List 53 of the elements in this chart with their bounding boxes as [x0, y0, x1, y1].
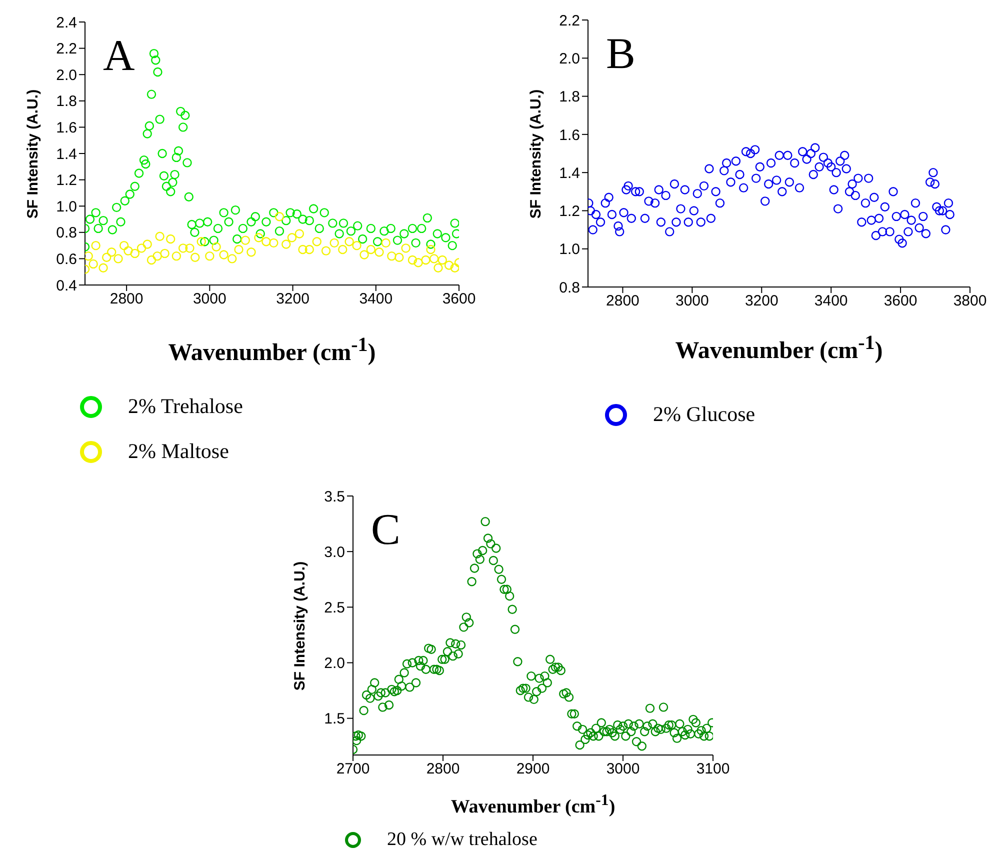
y-tick-label: 2.5	[324, 599, 345, 616]
x-tick-label: 2800	[606, 292, 640, 310]
x-tick-label: 3000	[675, 292, 709, 310]
y-tick-label: 1.8	[56, 93, 77, 110]
x-axis-title: Wavenumber (cm$^{-1}$)	[167, 334, 377, 367]
y-axis-title: SF Intensity (A.U.)	[528, 88, 544, 218]
y-tick-label: 1.0	[56, 198, 77, 216]
y-axis-title: SF Intensity (A.U.)	[292, 560, 308, 690]
y-tick-label: 1.6	[56, 120, 77, 137]
x-tick-label: 3400	[359, 290, 393, 308]
y-tick-label: 2.2	[56, 40, 77, 58]
x-tick-label: 2800	[110, 290, 144, 308]
x-tick-label: 3400	[814, 292, 848, 310]
y-tick-label: 1.0	[559, 241, 580, 258]
y-tick-label: 2.0	[324, 655, 345, 672]
y-tick-label: 3.0	[324, 544, 345, 561]
y-tick-label: 0.4	[56, 277, 77, 294]
x-tick-label: 2900	[516, 760, 550, 778]
legend-label: 2% Glucose	[653, 402, 756, 427]
x-axis-title: Wavenumber (cm$^{-1}$)	[674, 332, 884, 365]
annotation: B	[606, 28, 636, 79]
y-tick-label: 0.6	[56, 251, 77, 268]
y-tick-label: 1.6	[559, 126, 580, 144]
y-tick-label: 1.4	[56, 146, 77, 163]
y-axis-title: SF Intensity (A.U.)	[24, 88, 42, 218]
y-tick-label: 0.8	[559, 279, 580, 296]
y-tick-label: 3.5	[324, 488, 345, 506]
y-tick-label: 2.2	[559, 12, 580, 30]
x-tick-label: 3100	[696, 760, 730, 778]
y-tick-label: 1.2	[56, 172, 77, 190]
x-tick-label: 3200	[276, 290, 310, 308]
annotation: C	[371, 504, 400, 555]
x-tick-label: 3800	[953, 292, 987, 310]
y-tick-label: 1.5	[324, 710, 345, 728]
x-tick-label: 3600	[442, 290, 476, 308]
y-tick-label: 0.8	[56, 224, 77, 242]
x-axis-title: Wavenumber (cm$^{-1}$)	[450, 792, 616, 818]
legend-label: 2% Trehalose	[128, 394, 243, 419]
y-tick-label: 1.4	[559, 164, 580, 182]
legend-label: 2% Maltose	[128, 439, 229, 464]
x-tick-label: 3600	[884, 292, 918, 310]
y-tick-label: 2.0	[56, 66, 77, 84]
x-tick-label: 2800	[426, 760, 460, 778]
x-tick-label: 3000	[606, 760, 640, 778]
x-tick-label: 3200	[744, 292, 778, 310]
y-tick-label: 1.2	[559, 203, 580, 220]
y-tick-label: 2.4	[56, 14, 77, 32]
annotation: A	[103, 30, 135, 81]
y-tick-label: 1.8	[559, 88, 580, 106]
x-tick-label: 2700	[336, 760, 370, 778]
y-tick-label: 2.0	[559, 50, 580, 68]
x-tick-label: 3000	[192, 290, 226, 308]
legend-label: 20 % w/w trehalose	[387, 829, 538, 851]
